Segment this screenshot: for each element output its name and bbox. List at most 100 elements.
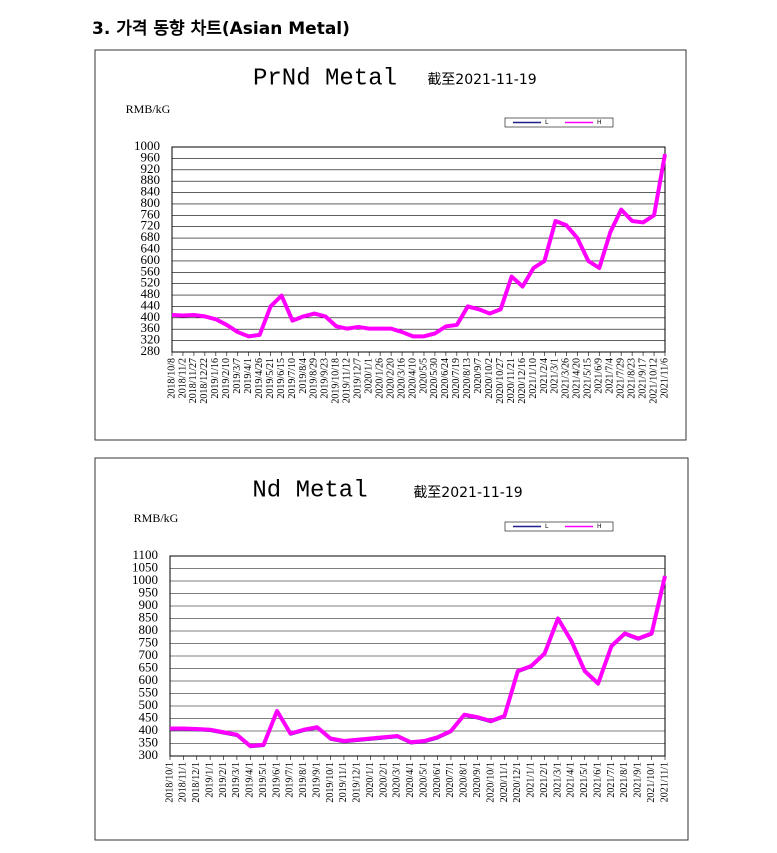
x-tick-label: 2021/7/29: [615, 358, 626, 399]
x-tick-label: 2019/4/1: [243, 358, 254, 394]
x-tick-label: 2020/11/21: [506, 358, 517, 403]
y-tick-label: 900: [139, 597, 159, 612]
y-tick-label: 650: [139, 659, 159, 674]
legend-label: H: [597, 523, 602, 530]
x-tick-label: 2020/1/26: [374, 358, 385, 399]
x-tick-label: 2020/8/13: [462, 358, 473, 399]
y-tick-label: 360: [141, 320, 161, 335]
x-tick-label: 2020/9/7: [473, 358, 484, 394]
y-tick-label: 520: [141, 275, 161, 290]
x-tick-label: 2021/3/26: [561, 358, 572, 399]
legend-label: L: [545, 119, 549, 126]
x-tick-label: 2019/2/1: [218, 762, 229, 798]
legend-box: [504, 117, 614, 128]
chart-subtitle: 截至2021-11-19: [427, 72, 536, 88]
x-tick-label: 2020/7/1: [445, 762, 456, 798]
x-tick-label: 2019/5/1: [258, 762, 269, 798]
x-tick-label: 2020/10/1: [485, 762, 496, 803]
y-tick-label: 750: [139, 634, 159, 649]
x-tick-label: 2021/8/23: [626, 358, 637, 399]
y-tick-label: 760: [141, 206, 161, 221]
y-tick-label: 600: [139, 672, 159, 687]
x-tick-label: 2020/5/30: [429, 358, 440, 399]
x-tick-label: 2020/3/16: [396, 358, 407, 399]
x-tick-label: 2020/4/1: [405, 762, 416, 798]
x-tick-label: 2020/2/1: [378, 762, 389, 798]
x-tick-label: 2019/1/1: [204, 762, 215, 798]
x-tick-label: 2021/2/4: [539, 358, 550, 394]
x-tick-label: 2019/6/15: [276, 358, 287, 399]
x-tick-label: 2021/9/1: [633, 762, 644, 798]
x-tick-label: 2020/4/10: [407, 358, 418, 399]
x-tick-label: 2019/7/1: [285, 762, 296, 798]
x-tick-label: 2020/12/1: [512, 762, 523, 803]
x-tick-label: 2021/1/1: [526, 762, 537, 798]
x-tick-label: 2020/11/1: [499, 762, 510, 802]
x-tick-label: 2019/8/4: [298, 358, 309, 394]
x-tick-label: 2019/4/1: [245, 762, 256, 798]
y-tick-label: 1050: [132, 559, 158, 574]
y-tick-label: 440: [141, 297, 161, 312]
x-tick-label: 2019/7/10: [287, 358, 298, 399]
y-tick-label: 320: [141, 332, 161, 347]
x-tick-label: 2019/12/1: [352, 762, 363, 803]
x-tick-label: 2021/11/1: [659, 762, 670, 802]
series-line: [170, 575, 667, 748]
x-tick-label: 2019/5/21: [265, 358, 276, 399]
y-tick-label: 1000: [134, 138, 160, 153]
x-tick-label: 2021/11/6: [659, 358, 670, 398]
x-tick-label: 2019/8/1: [298, 762, 309, 798]
y-tick-label: 480: [141, 286, 161, 301]
x-tick-label: 2021/9/17: [637, 358, 648, 399]
x-tick-label: 2021/5/15: [583, 358, 594, 399]
y-tick-label: 950: [139, 584, 159, 599]
legend-box: [504, 521, 614, 532]
x-tick-label: 2018/10/8: [166, 358, 177, 399]
y-tick-label: 850: [139, 609, 159, 624]
y-tick-label: 600: [141, 252, 161, 267]
y-tick-label: 840: [141, 184, 161, 199]
x-tick-label: 2020/6/24: [440, 358, 451, 399]
x-tick-label: 2020/1/1: [363, 358, 374, 394]
y-tick-label: 560: [141, 263, 161, 278]
x-tick-label: 2019/9/23: [320, 358, 331, 399]
chart-title: PrNd Metal: [253, 65, 397, 92]
y-tick-label: 350: [139, 734, 159, 749]
x-tick-label: 2018/11/1: [178, 762, 189, 802]
x-tick-label: 2020/5/5: [418, 358, 429, 394]
x-tick-label: 2020/2/20: [385, 358, 396, 399]
x-tick-label: 2021/4/1: [566, 762, 577, 798]
y-tick-label: 960: [141, 149, 161, 164]
x-tick-label: 2019/6/1: [271, 762, 282, 798]
y-axis-label: RMB/kG: [126, 102, 171, 116]
y-tick-label: 800: [141, 195, 161, 210]
x-tick-label: 2021/7/1: [606, 762, 617, 798]
x-tick-label: 2021/3/1: [550, 358, 561, 394]
x-tick-label: 2020/5/1: [418, 762, 429, 798]
x-tick-label: 2019/11/12: [342, 358, 353, 403]
x-tick-label: 2020/1/1: [365, 762, 376, 798]
x-tick-label: 2018/12/1: [191, 762, 202, 803]
x-tick-label: 2019/8/29: [309, 358, 320, 399]
x-tick-label: 2021/10/1: [646, 762, 657, 803]
x-tick-label: 2020/10/2: [484, 358, 495, 399]
x-tick-label: 2020/10/27: [495, 358, 506, 404]
x-tick-label: 2020/7/19: [451, 358, 462, 399]
y-tick-label: 920: [141, 161, 161, 176]
y-tick-label: 700: [139, 647, 159, 662]
x-tick-label: 2021/1/10: [528, 358, 539, 399]
y-tick-label: 640: [141, 240, 161, 255]
y-tick-label: 400: [139, 722, 159, 737]
legend-label: H: [597, 119, 602, 126]
series-line: [171, 153, 667, 339]
chart-subtitle: 截至2021-11-19: [413, 485, 522, 501]
section-heading: 3. 가격 동향 차트(Asian Metal): [92, 19, 350, 39]
y-tick-label: 300: [139, 747, 159, 762]
y-tick-label: 550: [139, 684, 159, 699]
x-tick-label: 2018/12/22: [199, 358, 210, 404]
x-tick-label: 2019/3/1: [231, 762, 242, 798]
y-tick-label: 680: [141, 229, 161, 244]
x-tick-label: 2021/7/4: [605, 358, 616, 394]
x-tick-label: 2018/11/2: [177, 358, 188, 398]
